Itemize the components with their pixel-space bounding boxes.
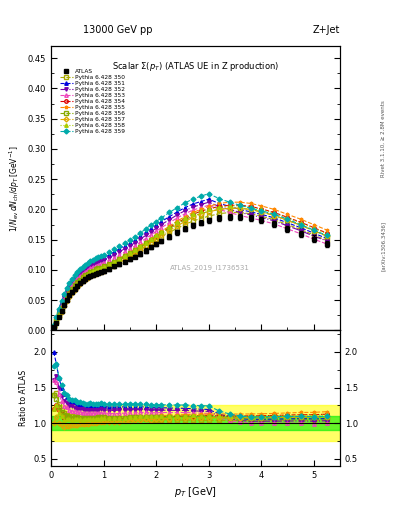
Bar	[51, 416, 340, 430]
Y-axis label: $1/N_\mathrm{ev}\,dN_\mathrm{ch}/dp_T\,[\mathrm{GeV}^{-1}]$: $1/N_\mathrm{ev}\,dN_\mathrm{ch}/dp_T\,[…	[8, 145, 22, 231]
Bar	[51, 406, 340, 441]
Text: Z+Jet: Z+Jet	[312, 25, 340, 35]
Text: 13000 GeV pp: 13000 GeV pp	[83, 25, 152, 35]
Y-axis label: Ratio to ATLAS: Ratio to ATLAS	[18, 370, 28, 426]
Legend: ATLAS, Pythia 6.428 350, Pythia 6.428 351, Pythia 6.428 352, Pythia 6.428 353, P: ATLAS, Pythia 6.428 350, Pythia 6.428 35…	[60, 69, 125, 134]
Text: Rivet 3.1.10, ≥ 2.8M events: Rivet 3.1.10, ≥ 2.8M events	[381, 100, 386, 177]
X-axis label: $p_T$ [GeV]: $p_T$ [GeV]	[174, 485, 217, 499]
Text: [arXiv:1306.3436]: [arXiv:1306.3436]	[381, 221, 386, 271]
Text: Scalar $\Sigma(p_T)$ (ATLAS UE in Z production): Scalar $\Sigma(p_T)$ (ATLAS UE in Z prod…	[112, 60, 279, 73]
Text: ATLAS_2019_I1736531: ATLAS_2019_I1736531	[170, 265, 250, 271]
